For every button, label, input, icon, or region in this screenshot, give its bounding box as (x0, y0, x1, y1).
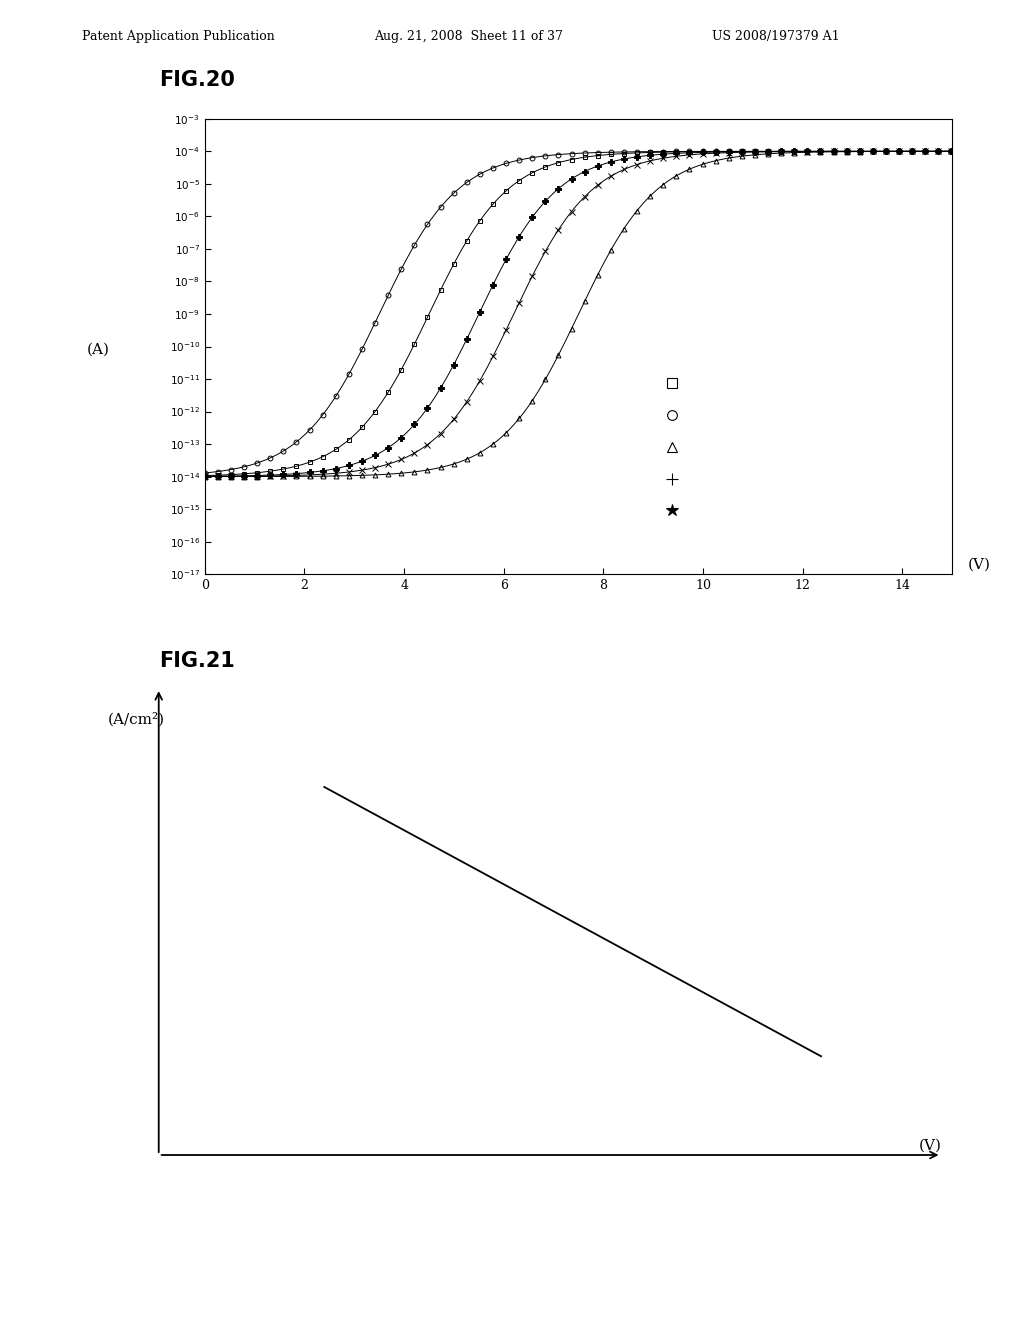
Text: Aug. 21, 2008  Sheet 11 of 37: Aug. 21, 2008 Sheet 11 of 37 (374, 30, 562, 44)
Text: (V): (V) (919, 1139, 941, 1152)
Text: Patent Application Publication: Patent Application Publication (82, 30, 274, 44)
Text: FIG.20: FIG.20 (159, 70, 234, 90)
Text: (V): (V) (968, 558, 990, 572)
Text: (A): (A) (87, 343, 110, 356)
Text: (A/cm²): (A/cm²) (108, 713, 165, 726)
Text: US 2008/197379 A1: US 2008/197379 A1 (712, 30, 840, 44)
Text: FIG.21: FIG.21 (159, 651, 234, 671)
